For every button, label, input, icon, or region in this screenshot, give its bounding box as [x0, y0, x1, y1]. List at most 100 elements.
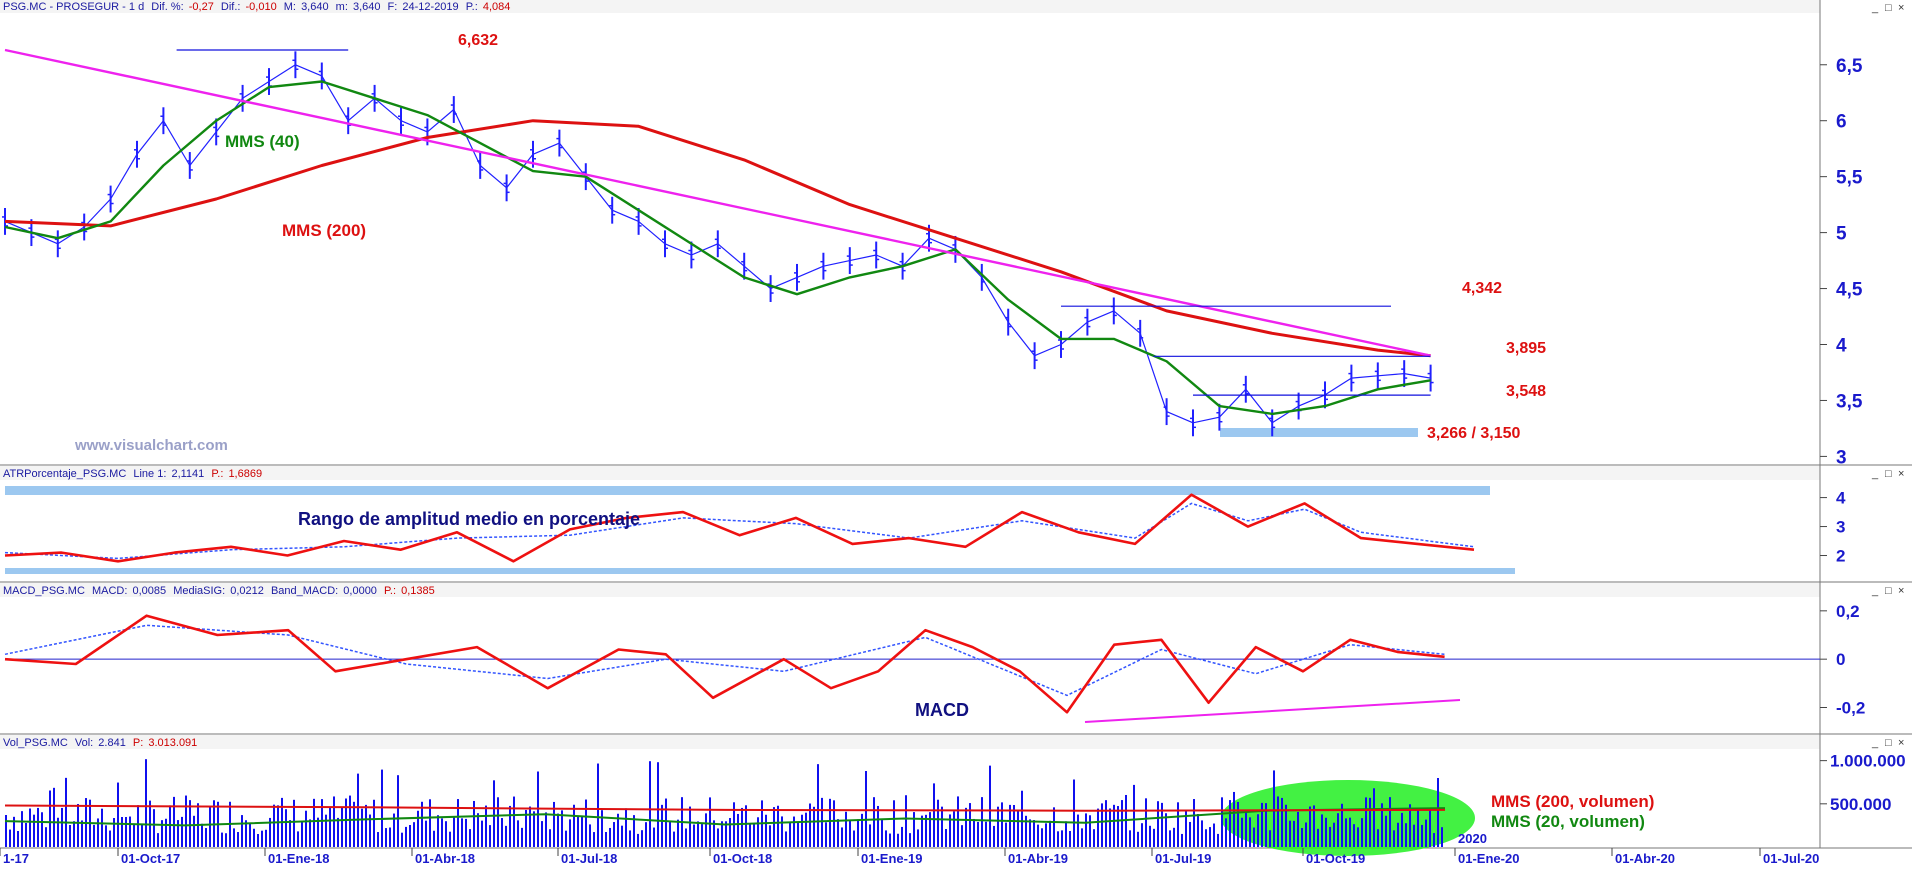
price-window-controls[interactable]: _ □ × — [1871, 2, 1904, 14]
atr-y-tick-label: 4 — [1836, 489, 1846, 508]
price-path — [136, 120, 164, 155]
x-tick-label: 01-Ene-18 — [268, 851, 329, 866]
vol-header: Vol_PSG.MC Vol: 2.841 P: 3.013.091 — [3, 737, 197, 749]
vol-header-bar — [0, 735, 1820, 749]
atr-y-tick-label: 2 — [1836, 547, 1845, 566]
macd-lines — [4, 614, 1820, 723]
macd-close-button[interactable]: × — [1898, 585, 1904, 597]
price-y-tick-label: 3,5 — [1836, 391, 1863, 412]
price-path — [1139, 333, 1168, 412]
atr-window-controls[interactable]: _ □ × — [1871, 468, 1904, 480]
price-path — [1034, 343, 1062, 357]
price-bars — [2, 51, 1434, 437]
vol-y-tick-label: 1.000.000 — [1830, 752, 1906, 771]
macd-header: MACD_PSG.MC MACD: 0,0085 MediaSIG: 0,021… — [3, 585, 435, 597]
maximize-button[interactable]: □ — [1885, 2, 1892, 14]
price-path — [875, 254, 903, 267]
price-path — [1007, 321, 1036, 357]
atr-band-top — [5, 486, 1490, 495]
price-path — [242, 80, 270, 99]
price-path — [215, 97, 244, 133]
axes: 33,544,555,566,51-17 01-Oct-17 01-Ene-18 01… — [0, 56, 1906, 866]
x-tick-label: 01-Oct-19 — [1306, 851, 1365, 866]
price-path — [83, 198, 112, 228]
watermark: www.visualchart.com — [74, 437, 228, 454]
price-path — [1113, 310, 1141, 334]
atr-maximize-button[interactable]: □ — [1885, 468, 1892, 480]
price-path — [400, 120, 428, 133]
atr-lines — [4, 493, 1475, 563]
close-button[interactable]: × — [1898, 2, 1904, 14]
macd-maximize-button[interactable]: □ — [1885, 585, 1892, 597]
x-tick-label: 01-Oct-17 — [121, 851, 180, 866]
vol-minimize-button[interactable]: _ — [1871, 737, 1879, 749]
price-path — [1192, 416, 1220, 424]
mms40-label: MMS (40) — [225, 132, 300, 151]
price-path — [823, 260, 850, 267]
price-path — [1404, 373, 1431, 379]
macd-signal-line — [4, 624, 1445, 697]
price-path — [295, 64, 323, 77]
price-path — [532, 142, 560, 155]
macd-window-controls[interactable]: _ □ × — [1871, 585, 1904, 597]
price-header: PSG.MC - PROSEGUR - 1 d Dif. %: -0,27 Di… — [3, 1, 510, 13]
vol-close-button[interactable]: × — [1898, 737, 1904, 749]
price-path — [902, 237, 930, 267]
price-path — [638, 220, 666, 245]
macd-caption: MACD — [915, 700, 969, 720]
x-tick-label: 01-Ene-19 — [861, 851, 922, 866]
macd-y-tick-label: 0 — [1836, 650, 1845, 669]
price-path — [1166, 411, 1194, 424]
macd-y-tick-label: 0,2 — [1836, 602, 1860, 621]
price-path — [1377, 373, 1405, 377]
price-path — [162, 120, 191, 166]
price-path — [374, 97, 402, 122]
x-tick-label: 01-Abr-19 — [1008, 851, 1068, 866]
x-tick-label: 01-Abr-20 — [1615, 851, 1675, 866]
price-path — [1324, 377, 1352, 396]
price-path — [1271, 405, 1299, 424]
price-path — [427, 109, 455, 133]
macd-header-bar — [0, 583, 1820, 597]
x-tick-label: 01-Ene-20 — [1458, 851, 1519, 866]
price-path — [849, 254, 877, 262]
price-path — [558, 142, 587, 178]
price-path — [57, 226, 85, 245]
mms200-label: MMS (200) — [282, 221, 366, 240]
trendline — [4, 48, 1431, 357]
vol-maximize-button[interactable]: □ — [1885, 737, 1892, 749]
macd-minimize-button[interactable]: _ — [1871, 585, 1879, 597]
price-y-tick-label: 4,5 — [1836, 280, 1863, 301]
price-y-tick-label: 5,5 — [1836, 168, 1863, 189]
price-path — [1218, 388, 1247, 418]
price-header-bar — [0, 0, 1820, 13]
x-tick-label: 01-Jul-19 — [1155, 851, 1211, 866]
atr-minimize-button[interactable]: _ — [1871, 468, 1879, 480]
vol-window-controls[interactable]: _ □ × — [1871, 737, 1904, 749]
vol-mms200-label: MMS (200, volumen) — [1491, 792, 1654, 811]
macd-trendline — [1084, 699, 1461, 723]
level-4342: 4,342 — [1462, 280, 1502, 297]
level-6632: 6,632 — [458, 32, 498, 49]
price-path — [1087, 310, 1115, 323]
atr-header-bar — [0, 466, 1820, 480]
atr-close-button[interactable]: × — [1898, 468, 1904, 480]
price-path — [479, 165, 507, 189]
atr-band-bottom — [5, 568, 1515, 574]
x-tick-label: 01-Jul-20 — [1763, 851, 1819, 866]
price-y-tick-label: 5 — [1836, 224, 1847, 245]
support-band-price — [1220, 428, 1418, 437]
price-path — [506, 153, 534, 189]
atr-line — [4, 493, 1475, 563]
price-path — [981, 277, 1009, 323]
minimize-button[interactable]: _ — [1871, 2, 1879, 14]
price-path — [664, 243, 692, 256]
price-y-tick-label: 6,5 — [1836, 56, 1863, 77]
price-path — [189, 131, 217, 166]
atr-y-tick-label: 3 — [1836, 518, 1845, 537]
volume-bars — [4, 759, 1446, 847]
price-path — [453, 109, 481, 166]
price-path — [1298, 394, 1326, 407]
mms200-line — [4, 119, 1431, 358]
